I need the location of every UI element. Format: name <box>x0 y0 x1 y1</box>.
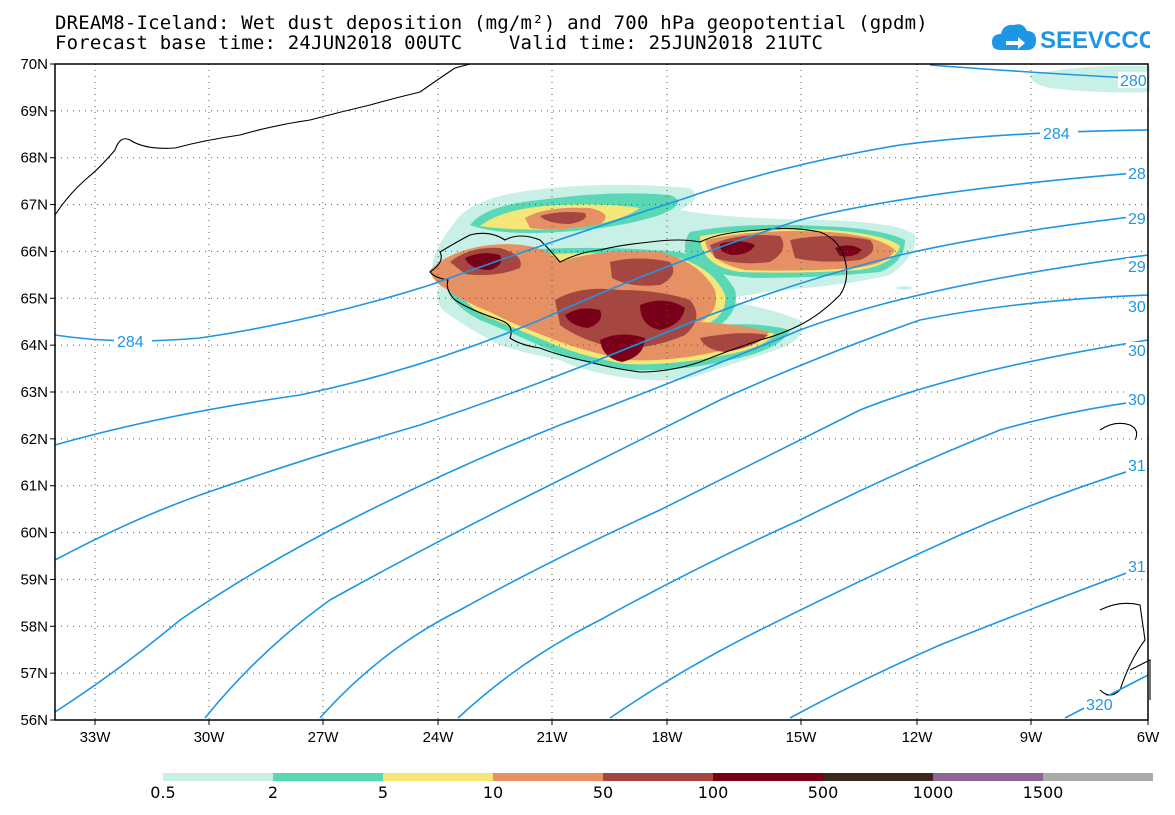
lat-label: 62N <box>20 431 48 448</box>
chart-title-line1: DREAM8-Iceland: Wet dust deposition (mg/… <box>55 12 928 34</box>
lat-label: 70N <box>20 56 48 73</box>
lon-label: 27W <box>308 729 340 746</box>
lat-label: 64N <box>20 337 48 354</box>
contour-label: 29 <box>1128 259 1146 276</box>
coastlines <box>54 63 1151 700</box>
lon-label: 24W <box>423 729 455 746</box>
lon-label: 12W <box>902 729 934 746</box>
lon-label: 33W <box>80 729 112 746</box>
colorbar-swatch <box>493 773 603 781</box>
contour-label: 284 <box>117 334 144 351</box>
colorbar-label: 0.5 <box>150 783 176 802</box>
colorbar-label: 5 <box>377 783 389 802</box>
lon-label: 30W <box>194 729 226 746</box>
colorbar-swatch <box>1043 773 1153 781</box>
contour-label: 320 <box>1086 697 1113 714</box>
lat-label: 56N <box>20 712 48 729</box>
contour-label: 30 <box>1128 392 1146 409</box>
contour-label: 31 <box>1128 559 1146 576</box>
colorbar-label: 500 <box>807 783 839 802</box>
lat-label: 61N <box>20 478 48 495</box>
contour-labels: 280 284 28 29 29 30 30 30 31 31 320 284 <box>114 72 1148 714</box>
contour-label: 30 <box>1128 343 1146 360</box>
colorbar-label: 50 <box>592 783 614 802</box>
contour-label: 31 <box>1128 458 1146 475</box>
colorbar-swatch <box>933 773 1043 781</box>
colorbar-label: 1000 <box>912 783 954 802</box>
lat-label: 60N <box>20 525 48 542</box>
colorbar-swatch <box>603 773 713 781</box>
lat-label: 66N <box>20 243 48 260</box>
seevccc-logo: SEEVCCC <box>992 24 1150 54</box>
colorbar-label: 10 <box>482 783 504 802</box>
geopotential-contours <box>54 64 1149 719</box>
colorbar-label: 2 <box>267 783 279 802</box>
colorbar-swatch <box>273 773 383 781</box>
colorbar-swatch <box>163 773 273 781</box>
lat-label: 59N <box>20 571 48 588</box>
lon-label: 9W <box>1020 729 1043 746</box>
lat-label: 57N <box>20 665 48 682</box>
contour-label: 29 <box>1128 211 1146 228</box>
latitude-labels: 70N 69N 68N 67N 66N 65N 64N 63N 62N 61N 60N 59N 58N 5… <box>20 56 48 729</box>
colorbar-swatch <box>713 773 823 781</box>
lat-label: 65N <box>20 290 48 307</box>
lat-label: 67N <box>20 197 48 214</box>
colorbar-label: 100 <box>697 783 729 802</box>
contour-label: 280 <box>1120 73 1147 90</box>
axis-ticks <box>50 63 1149 725</box>
contour-label: 30 <box>1128 299 1146 316</box>
lon-label: 18W <box>652 729 684 746</box>
lat-label: 68N <box>20 150 48 167</box>
lon-label: 15W <box>786 729 818 746</box>
lat-label: 58N <box>20 618 48 635</box>
logo-text: SEEVCCC <box>1040 27 1150 54</box>
contour-label: 28 <box>1128 166 1146 183</box>
cloud-icon <box>992 24 1036 50</box>
lat-label: 63N <box>20 384 48 401</box>
longitude-labels: 33W 30W 27W 24W 21W 18W 15W 12W 9W 6W <box>80 729 1161 746</box>
graticule <box>55 64 1148 720</box>
colorbar-swatch <box>383 773 493 781</box>
chart-title-line2: Forecast base time: 24JUN2018 00UTC Vali… <box>55 32 824 54</box>
contour-label: 284 <box>1043 126 1070 143</box>
lat-label: 69N <box>20 103 48 120</box>
colorbar-label: 1500 <box>1022 783 1064 802</box>
lon-label: 21W <box>537 729 569 746</box>
colorbar-swatch <box>823 773 933 781</box>
lon-label: 6W <box>1137 729 1160 746</box>
